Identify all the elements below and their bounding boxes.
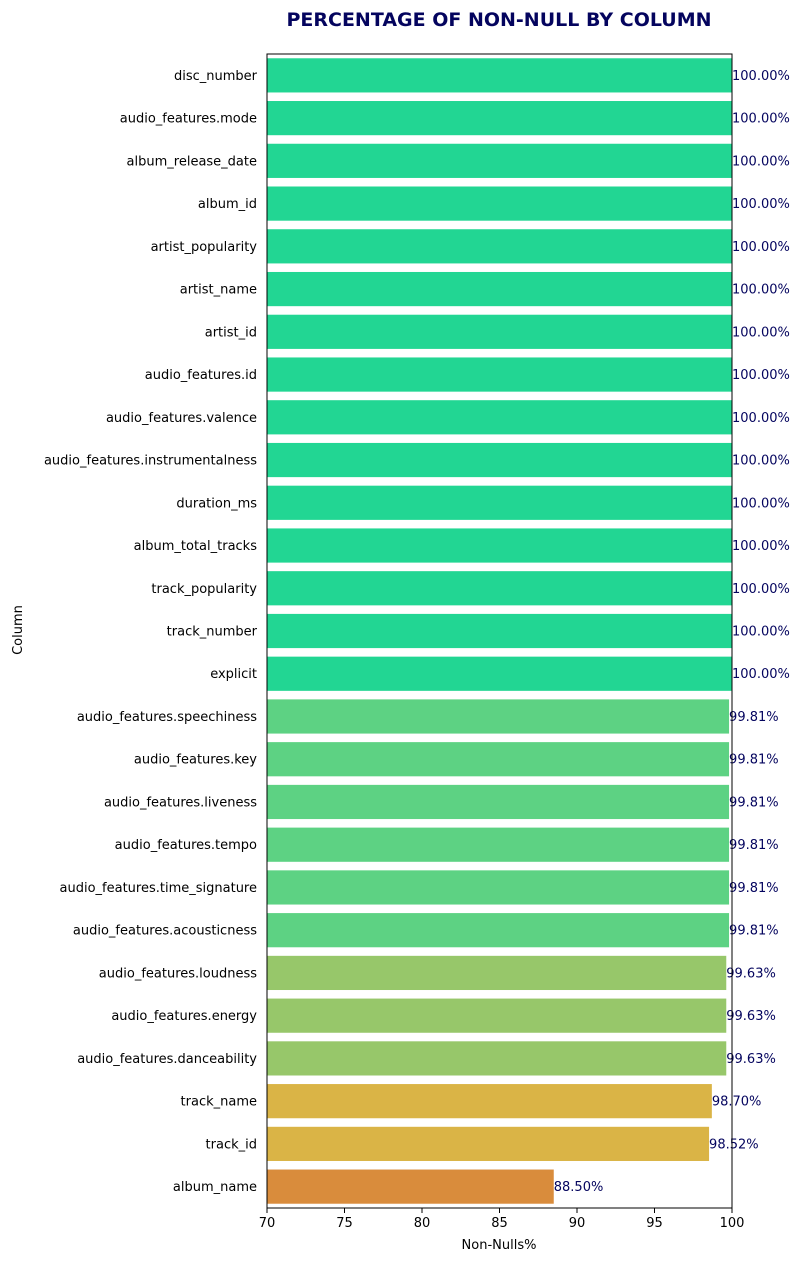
data-label: 100.00% xyxy=(732,154,790,169)
bar-audio_features.tempo xyxy=(267,827,730,862)
category-labels: disc_number audio_features.mode album_rele… xyxy=(44,69,258,1195)
category-label: album_id xyxy=(198,197,257,212)
bar-audio_features.mode xyxy=(267,101,732,136)
data-label: 100.00% xyxy=(732,539,790,554)
category-label: audio_features.key xyxy=(134,753,257,768)
bar-explicit xyxy=(267,656,732,691)
x-tick-label: 75 xyxy=(336,1216,353,1231)
data-label: 100.00% xyxy=(732,411,790,426)
data-label: 100.00% xyxy=(732,454,790,469)
category-label: audio_features.id xyxy=(145,368,257,383)
data-label: 100.00% xyxy=(732,667,790,682)
data-label: 99.81% xyxy=(729,795,779,810)
data-label: 100.00% xyxy=(732,496,790,511)
category-label: audio_features.speechiness xyxy=(77,710,257,725)
data-label: 99.63% xyxy=(726,966,776,981)
data-label: 99.63% xyxy=(726,1052,776,1067)
data-label: 100.00% xyxy=(732,197,790,212)
category-label: audio_features.tempo xyxy=(115,838,257,853)
category-label: audio_features.danceability xyxy=(77,1052,257,1067)
category-label: track_name xyxy=(181,1095,257,1110)
bar-track_number xyxy=(267,613,732,649)
y-axis-label: Column xyxy=(11,605,26,655)
category-label: audio_features.time_signature xyxy=(60,881,257,896)
bar-audio_features.speechiness xyxy=(267,699,730,734)
category-label: artist_popularity xyxy=(151,240,258,255)
bar-audio_features.key xyxy=(267,742,730,777)
x-tick-label: 85 xyxy=(491,1216,508,1231)
category-label: artist_id xyxy=(205,325,257,340)
x-tick-label: 80 xyxy=(414,1216,431,1231)
bar-audio_features.danceability xyxy=(267,1041,727,1076)
bars-group xyxy=(267,58,732,1204)
data-labels: 100.00% 100.00% 100.00% 100.00% 100.00% 100.0… xyxy=(554,69,790,1195)
category-label: audio_features.loudness xyxy=(99,966,257,981)
category-label: explicit xyxy=(210,667,257,682)
bar-artist_popularity xyxy=(267,229,732,264)
data-label: 100.00% xyxy=(732,240,790,255)
bar-album_name xyxy=(267,1169,554,1204)
bar-track_id xyxy=(267,1126,710,1161)
category-label: track_popularity xyxy=(151,582,257,597)
category-label: track_id xyxy=(206,1137,257,1152)
data-label: 99.63% xyxy=(726,1009,776,1024)
plot-frame xyxy=(266,53,733,1209)
bar-audio_features.loudness xyxy=(267,955,727,991)
data-label: 99.81% xyxy=(729,924,779,939)
data-label: 99.81% xyxy=(729,838,779,853)
category-label: album_total_tracks xyxy=(134,539,258,554)
bar-artist_id xyxy=(267,314,732,349)
category-label: audio_features.instrumentalness xyxy=(44,454,257,469)
chart-title: PERCENTAGE OF NON-NULL BY COLUMN xyxy=(286,9,711,31)
bar-audio_features.valence xyxy=(267,400,732,435)
x-tick-label: 90 xyxy=(569,1216,586,1231)
x-tick-label: 95 xyxy=(646,1216,663,1231)
category-label: album_release_date xyxy=(127,154,257,169)
bar-artist_name xyxy=(267,271,732,307)
data-label: 100.00% xyxy=(732,325,790,340)
category-label: audio_features.valence xyxy=(106,411,257,426)
bar-audio_features.id xyxy=(267,357,732,392)
data-label: 99.81% xyxy=(729,881,779,896)
data-label: 98.70% xyxy=(712,1095,762,1110)
bar-track_popularity xyxy=(267,571,732,606)
data-label: 100.00% xyxy=(732,368,790,383)
category-label: artist_name xyxy=(180,283,257,298)
data-label: 88.50% xyxy=(554,1180,604,1195)
bar-track_name xyxy=(267,1084,712,1119)
category-label: album_name xyxy=(173,1180,257,1195)
data-label: 100.00% xyxy=(732,625,790,640)
bar-album_total_tracks xyxy=(267,528,732,563)
x-tick-label: 100 xyxy=(720,1216,745,1231)
bar-disc_number xyxy=(267,58,732,93)
category-label: audio_features.acousticness xyxy=(73,924,257,939)
category-label: disc_number xyxy=(174,69,258,84)
x-axis-label: Non-Nulls% xyxy=(462,1238,537,1253)
category-label: track_number xyxy=(167,625,258,640)
x-axis-ticks: 70 75 80 85 90 95 100 xyxy=(259,1208,745,1231)
category-label: audio_features.energy xyxy=(111,1009,257,1024)
data-label: 100.00% xyxy=(732,283,790,298)
data-label: 99.81% xyxy=(729,710,779,725)
bar-audio_features.energy xyxy=(267,998,727,1033)
bar-album_release_date xyxy=(267,143,732,178)
data-label: 99.81% xyxy=(729,753,779,768)
data-label: 98.52% xyxy=(709,1137,759,1152)
bar-duration_ms xyxy=(267,485,732,520)
category-label: audio_features.mode xyxy=(120,112,257,127)
bar-audio_features.instrumentalness xyxy=(267,442,732,478)
data-label: 100.00% xyxy=(732,582,790,597)
bar-album_id xyxy=(267,186,732,221)
category-label: duration_ms xyxy=(176,496,257,511)
bar-audio_features.acousticness xyxy=(267,913,730,948)
bar-audio_features.liveness xyxy=(267,784,730,820)
category-label: audio_features.liveness xyxy=(104,795,257,810)
x-tick-label: 70 xyxy=(259,1216,276,1231)
data-label: 100.00% xyxy=(732,112,790,127)
bar-audio_features.time_signature xyxy=(267,870,730,905)
data-label: 100.00% xyxy=(732,69,790,84)
